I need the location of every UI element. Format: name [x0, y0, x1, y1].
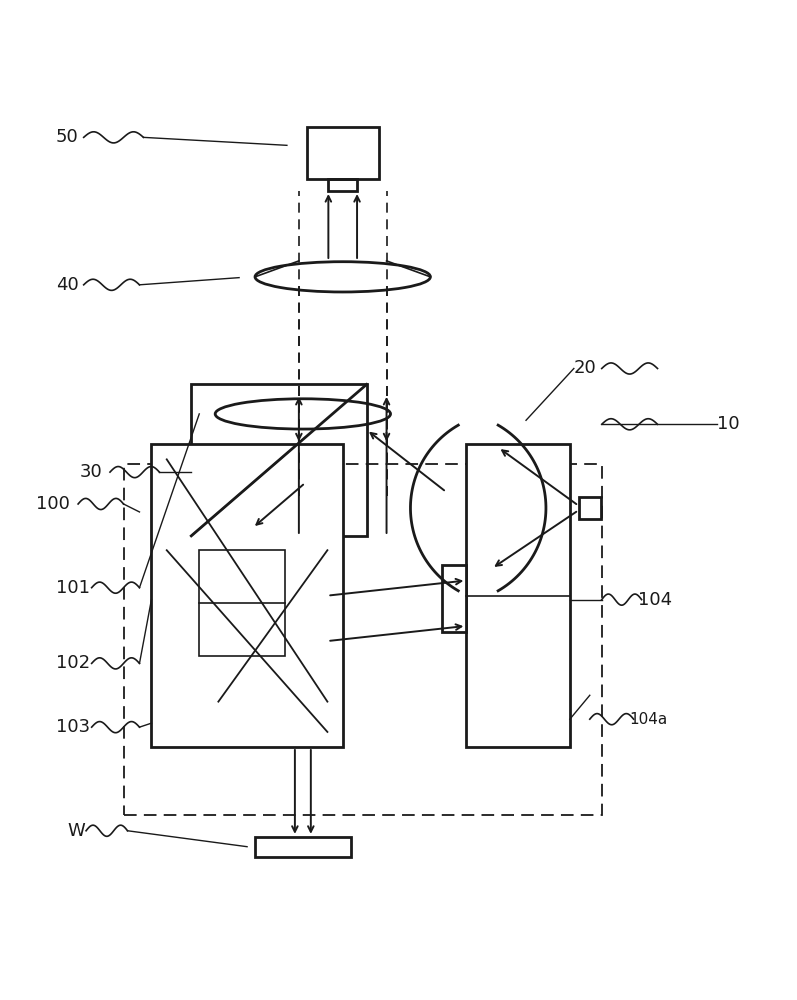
- Bar: [151, 444, 343, 747]
- Text: 50: 50: [56, 128, 79, 146]
- Bar: [466, 444, 570, 747]
- Text: 100: 100: [36, 495, 70, 513]
- Text: 20: 20: [574, 359, 597, 377]
- Bar: [255, 837, 351, 857]
- Text: 103: 103: [56, 718, 90, 736]
- Bar: [191, 384, 367, 536]
- Bar: [442, 565, 466, 632]
- Bar: [328, 179, 357, 191]
- Bar: [124, 464, 602, 815]
- Text: 104: 104: [638, 591, 672, 609]
- Text: 104a: 104a: [630, 712, 668, 727]
- Text: 40: 40: [56, 276, 79, 294]
- Text: W: W: [68, 822, 85, 840]
- Text: 10: 10: [717, 415, 740, 433]
- Bar: [579, 497, 601, 519]
- Text: 102: 102: [56, 654, 90, 672]
- Text: 30: 30: [80, 463, 103, 481]
- Text: 101: 101: [56, 579, 90, 597]
- Bar: [307, 127, 379, 179]
- Bar: [199, 550, 285, 656]
